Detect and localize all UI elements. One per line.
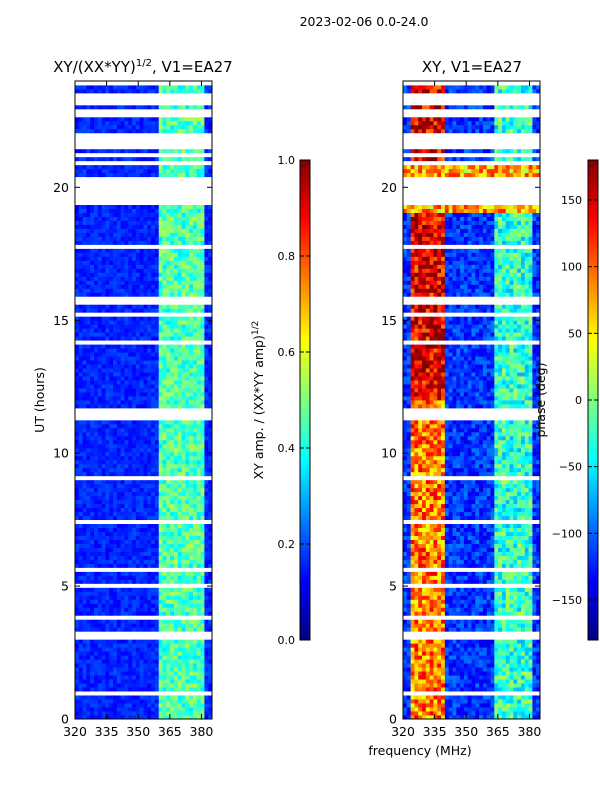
x-tick-label: 380 bbox=[518, 724, 542, 739]
x-tick-label: 380 bbox=[190, 724, 214, 739]
x-tick-label: 350 bbox=[126, 724, 150, 739]
colorbar-tick-label: 150 bbox=[561, 194, 582, 207]
right-axes-ticks: 320 335 350 365 380 0 5 10 15 20 bbox=[381, 81, 541, 739]
left-heatmap bbox=[75, 81, 212, 719]
colorbar-tick-label: 50 bbox=[568, 327, 582, 340]
left-axes-frame bbox=[74, 80, 213, 720]
y-tick-label: 15 bbox=[381, 313, 397, 328]
colorbar-tick-label: 0.6 bbox=[278, 346, 296, 359]
y-tick-label: 20 bbox=[381, 180, 397, 195]
figure-suptitle: 2023-02-06 0.0-24.0 bbox=[300, 14, 429, 29]
y-tick-label: 0 bbox=[61, 712, 69, 727]
y-tick-label: 5 bbox=[389, 579, 397, 594]
y-tick-label: 5 bbox=[61, 579, 69, 594]
y-tick-label: 10 bbox=[53, 446, 69, 461]
x-tick-label: 335 bbox=[95, 724, 119, 739]
y-tick-label: 10 bbox=[381, 446, 397, 461]
colorbar-tick-label: 100 bbox=[561, 261, 582, 274]
colorbar-tick-label: 1.0 bbox=[278, 154, 296, 167]
colorbar-tick-label: 0.0 bbox=[278, 634, 296, 647]
colorbar-tick-label: 0.8 bbox=[278, 250, 296, 263]
x-tick-label: 320 bbox=[63, 724, 87, 739]
x-tick-label: 335 bbox=[423, 724, 447, 739]
right-axes-frame bbox=[402, 80, 541, 720]
y-tick-label: 15 bbox=[53, 313, 69, 328]
right-colorbar-label: phase (deg) bbox=[533, 362, 548, 437]
colorbar-tick-label: 0 bbox=[575, 394, 582, 407]
right-panel-title: XY, V1=EA27 bbox=[422, 58, 522, 76]
colorbar-tick-label: −150 bbox=[552, 594, 582, 607]
x-tick-label: 365 bbox=[158, 724, 182, 739]
x-tick-label: 320 bbox=[391, 724, 415, 739]
right-heatmap bbox=[403, 81, 540, 719]
left-colorbar-ticks: 0.0 0.2 0.4 0.6 0.8 1.0 bbox=[278, 154, 310, 647]
x-tick-label: 350 bbox=[454, 724, 478, 739]
colorbar-tick-label: 0.2 bbox=[278, 538, 296, 551]
y-tick-label: 0 bbox=[389, 712, 397, 727]
left-ylabel: UT (hours) bbox=[32, 367, 47, 433]
x-tick-label: 365 bbox=[486, 724, 510, 739]
left-colorbar-frame bbox=[299, 159, 311, 641]
colorbar-tick-label: 0.4 bbox=[278, 442, 296, 455]
left-colorbar-label: XY amp. / (XX*YY amp)1/2 bbox=[251, 321, 266, 480]
left-colorbar bbox=[300, 160, 310, 640]
left-axes-ticks: 320 335 350 365 380 0 5 10 15 20 bbox=[53, 81, 213, 739]
colorbar-tick-label: −50 bbox=[559, 461, 582, 474]
colorbar-tick-label: −100 bbox=[552, 527, 582, 540]
left-panel-title: XY/(XX*YY)1/2, V1=EA27 bbox=[53, 58, 232, 76]
right-colorbar-ticks: −150 −100 −50 0 50 100 150 bbox=[552, 194, 598, 607]
shared-xlabel: frequency (MHz) bbox=[368, 743, 471, 758]
right-colorbar bbox=[588, 160, 598, 640]
y-tick-label: 20 bbox=[53, 180, 69, 195]
